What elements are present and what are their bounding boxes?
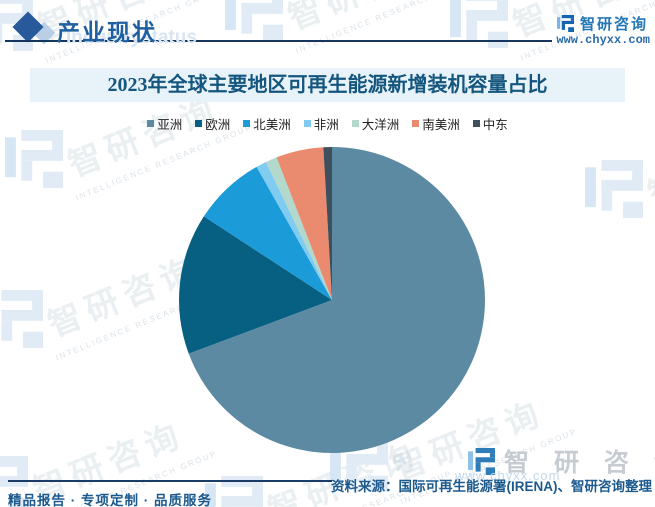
- pie-slice-middle-east: [323, 146, 332, 300]
- legend-label: 北美洲: [253, 118, 291, 132]
- zhiyan-logo-watermark-icon: [585, 160, 643, 218]
- brand-website: www.chyxx.com: [556, 33, 650, 47]
- section-watermark-text: Industrystatus: [66, 27, 197, 48]
- legend-label: 中东: [482, 118, 508, 132]
- footer-watermark-text: 智 研 咨 询: [504, 449, 655, 477]
- legend-label: 南美洲: [422, 118, 460, 132]
- chart-legend: 亚洲 欧洲 北美洲 非洲 大洋洲 南美洲 中东: [0, 114, 655, 133]
- chart-title: 2023年全球主要地区可再生能源新增装机容量占比: [30, 68, 625, 102]
- legend-label: 欧洲: [205, 118, 231, 132]
- pie-slice-oceania: [265, 157, 332, 300]
- pie-slice-africa: [256, 161, 332, 300]
- legend-item-north-america: 北美洲: [243, 114, 291, 133]
- legend-swatch-europe: [195, 120, 203, 127]
- pie-slice-europe: [179, 216, 332, 354]
- pie-slice-asia: [188, 147, 486, 453]
- legend-swatch-asia: [147, 120, 155, 127]
- zhiyan-logo-icon: [556, 15, 574, 32]
- page-header: Industrystatus 产业现状 智研咨询 www.chyxx.com: [0, 0, 655, 56]
- legend-item-middle-east: 中东: [472, 114, 508, 133]
- pie-slice-north-america: [203, 166, 332, 300]
- header-divider: [5, 40, 552, 42]
- footer-brand-watermark: 智 研 咨 询: [468, 443, 655, 479]
- legend-swatch-africa: [303, 120, 311, 127]
- pie-chart: [179, 146, 486, 453]
- legend-item-oceania: 大洋洲: [351, 114, 400, 133]
- legend-item-africa: 非洲: [303, 114, 339, 133]
- brand-name: 智研咨询: [579, 16, 648, 33]
- pie-slice-south-america: [276, 147, 332, 300]
- zhiyan-logo-watermark-icon: [0, 290, 43, 348]
- legend-swatch-south-america: [412, 120, 420, 127]
- legend-item-asia: 亚洲: [147, 114, 182, 133]
- data-source: 资料来源：国际可再生能源署(IRENA)、智研咨询整理: [331, 479, 652, 494]
- brand-lockup: 智研咨询: [556, 13, 648, 34]
- legend-swatch-middle-east: [472, 120, 480, 127]
- zhiyan-logo-icon: [468, 447, 495, 475]
- footer-divider: [8, 480, 332, 482]
- legend-item-europe: 欧洲: [195, 114, 230, 133]
- service-tagline: 精品报告 · 专项定制 · 品质服务: [8, 493, 212, 507]
- zhiyan-logo-watermark-icon: [5, 130, 63, 188]
- legend-label: 非洲: [313, 118, 339, 132]
- legend-label: 大洋洲: [361, 118, 400, 132]
- legend-label: 亚洲: [157, 118, 183, 132]
- footer-site-watermark: www.chyxx.com: [455, 468, 561, 483]
- legend-swatch-north-america: [243, 120, 251, 127]
- section-title: 产业现状: [57, 19, 157, 45]
- legend-swatch-oceania: [351, 120, 359, 127]
- legend-item-south-america: 南美洲: [412, 114, 460, 133]
